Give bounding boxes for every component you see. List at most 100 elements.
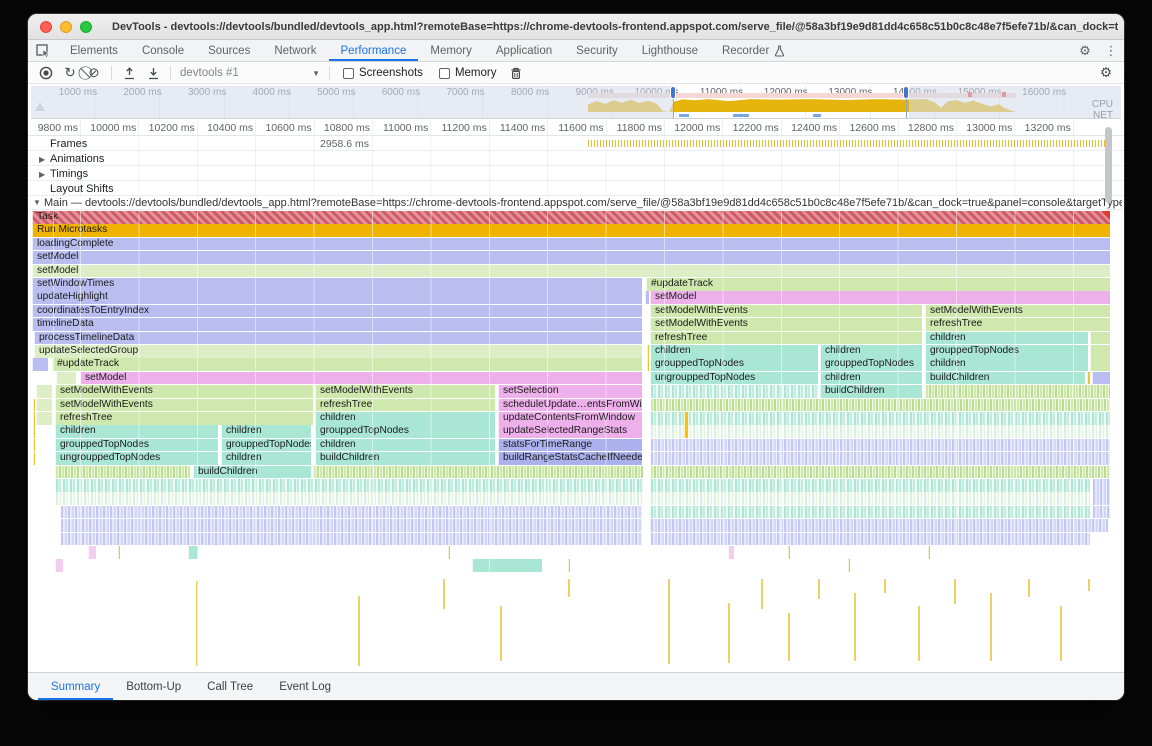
flame-bar[interactable]: children bbox=[221, 452, 311, 465]
flame-segment[interactable] bbox=[650, 385, 818, 398]
flame-segment[interactable] bbox=[60, 505, 642, 519]
flame-segment[interactable] bbox=[55, 492, 643, 505]
memory-checkbox[interactable]: Memory bbox=[438, 67, 496, 79]
flame-bar[interactable]: loadingComplete bbox=[32, 237, 1110, 251]
flame-segment[interactable] bbox=[647, 345, 649, 358]
minimize-window-button[interactable] bbox=[60, 21, 72, 33]
tab-sources[interactable]: Sources bbox=[208, 44, 251, 57]
flame-segment[interactable] bbox=[36, 398, 52, 412]
selection-right-handle[interactable] bbox=[903, 86, 909, 99]
flame-bar[interactable]: buildChildren bbox=[193, 465, 311, 479]
flame-segment[interactable] bbox=[928, 546, 930, 559]
flame-segment[interactable] bbox=[36, 385, 52, 398]
flame-segment[interactable] bbox=[188, 546, 198, 559]
flame-bar[interactable]: grouppedTopNodes bbox=[820, 358, 922, 371]
flame-segment[interactable] bbox=[448, 546, 450, 559]
flame-segment[interactable] bbox=[55, 559, 63, 572]
flame-bar[interactable]: grouppedTopNodes bbox=[925, 345, 1088, 358]
flame-segment[interactable] bbox=[55, 479, 643, 492]
flame-segment[interactable] bbox=[36, 412, 52, 425]
flame-bar[interactable]: refreshTree bbox=[925, 318, 1110, 331]
flame-bar[interactable]: setSelection bbox=[498, 385, 642, 398]
flame-segment[interactable] bbox=[684, 412, 688, 425]
tab-lighthouse[interactable]: Lighthouse bbox=[641, 44, 698, 57]
tab-application[interactable]: Application bbox=[495, 44, 553, 57]
flame-segment[interactable] bbox=[788, 546, 790, 559]
flame-segment[interactable] bbox=[848, 559, 850, 572]
flame-segment[interactable] bbox=[650, 519, 1108, 532]
flame-bar[interactable]: updateHighlight bbox=[32, 291, 642, 304]
flame-bar[interactable]: children bbox=[315, 412, 495, 425]
flame-bar[interactable]: buildChildren bbox=[820, 385, 922, 398]
flame-bar[interactable]: refreshTree bbox=[650, 331, 922, 345]
tab-network[interactable]: Network bbox=[274, 44, 317, 57]
save-profile-icon[interactable] bbox=[141, 63, 165, 83]
flame-segment[interactable] bbox=[1090, 358, 1110, 371]
expand-arrow-icon[interactable]: ▶ bbox=[39, 154, 46, 164]
flame-segment[interactable] bbox=[1090, 331, 1110, 345]
flame-bar[interactable]: children bbox=[650, 345, 818, 358]
tab-security[interactable]: Security bbox=[576, 44, 618, 57]
flame-bar[interactable]: processTimelineData bbox=[34, 331, 642, 345]
flame-bar[interactable]: updateContentsFromWindow bbox=[498, 412, 642, 425]
track-frames[interactable]: Frames 2958.6 ms bbox=[28, 136, 1124, 151]
flame-bar[interactable]: children bbox=[820, 345, 922, 358]
capture-target-select[interactable]: devtools #1 ▼ bbox=[176, 67, 324, 79]
flame-segment[interactable] bbox=[1092, 505, 1110, 519]
flame-segment[interactable] bbox=[645, 291, 649, 304]
flame-segment[interactable] bbox=[728, 546, 734, 559]
flame-segment[interactable] bbox=[33, 438, 35, 452]
settings-gear-icon[interactable]: ⚙ bbox=[1079, 42, 1091, 58]
tab-recorder[interactable]: Recorder bbox=[710, 40, 797, 61]
flame-bar[interactable]: setModelWithEvents bbox=[55, 398, 313, 412]
time-ruler[interactable]: 9800 ms 10000 ms 10200 ms 10400 ms 10600 ms 1… bbox=[28, 120, 1124, 136]
flame-bar[interactable]: grouppedTopNodes bbox=[221, 438, 311, 452]
flame-segment[interactable] bbox=[33, 398, 35, 412]
tab-performance[interactable]: Performance bbox=[329, 40, 419, 61]
vertical-scrollbar-thumb[interactable] bbox=[1105, 127, 1112, 203]
tab-memory[interactable]: Memory bbox=[430, 44, 472, 57]
flame-bar[interactable]: buildChildren bbox=[925, 371, 1085, 385]
screenshots-checkbox[interactable]: Screenshots bbox=[343, 67, 423, 79]
flame-bar[interactable]: updateSelectedRangeStats bbox=[498, 425, 642, 438]
flame-bar[interactable]: children bbox=[820, 371, 922, 385]
flame-segment[interactable] bbox=[313, 465, 643, 479]
flame-bar[interactable]: setModel bbox=[32, 251, 1110, 264]
flame-bar[interactable]: coordinatesToEntryIndex bbox=[32, 304, 642, 318]
flame-bar[interactable]: setModelWithEvents bbox=[315, 385, 495, 398]
flame-segment[interactable] bbox=[925, 385, 1110, 398]
flame-bar[interactable]: #updateTrack bbox=[646, 278, 1110, 291]
flame-segment[interactable] bbox=[684, 425, 688, 438]
inspect-element-icon[interactable] bbox=[28, 40, 58, 61]
flame-chart[interactable]: Task Run Microtasks loadingComplete setMode… bbox=[28, 211, 1124, 672]
expand-arrow-icon[interactable]: ▶ bbox=[39, 169, 46, 179]
flame-bar[interactable]: setModel bbox=[32, 264, 1110, 278]
details-tab-bottom-up[interactable]: Bottom-Up bbox=[126, 680, 182, 693]
flame-segment[interactable] bbox=[650, 505, 1090, 519]
flame-bar[interactable]: refreshTree bbox=[55, 412, 313, 425]
flame-segment[interactable] bbox=[650, 438, 1110, 452]
flame-segment[interactable] bbox=[55, 465, 190, 479]
flame-segment[interactable] bbox=[650, 425, 1110, 438]
zoom-window-button[interactable] bbox=[80, 21, 92, 33]
flame-segment[interactable] bbox=[33, 412, 35, 425]
timeline-overview[interactable]: 1000 ms2000 ms3000 ms4000 ms5000 ms6000 … bbox=[31, 86, 1121, 119]
flame-segment[interactable] bbox=[33, 452, 35, 465]
flame-bar[interactable]: statsForTimeRange bbox=[498, 438, 642, 452]
flame-segment[interactable] bbox=[650, 452, 1110, 465]
clear-button[interactable]: ⃠⊘ bbox=[88, 65, 100, 80]
flame-segment[interactable] bbox=[650, 412, 1110, 425]
flame-bar[interactable]: setModelWithEvents bbox=[650, 318, 922, 331]
flame-bar[interactable]: setWindowTimes bbox=[32, 278, 642, 291]
flame-bar[interactable]: children bbox=[55, 425, 218, 438]
flame-bar[interactable]: children bbox=[315, 438, 495, 452]
flame-segment[interactable] bbox=[650, 398, 1110, 412]
collapse-arrow-icon[interactable]: ▼ bbox=[33, 198, 41, 207]
flame-bar[interactable]: Task bbox=[32, 211, 1110, 224]
load-profile-icon[interactable] bbox=[117, 63, 141, 83]
flame-segment[interactable] bbox=[56, 371, 76, 385]
flame-bar[interactable]: children bbox=[221, 425, 311, 438]
flame-bar[interactable]: setModelWithEvents bbox=[650, 304, 922, 318]
details-tab-call-tree[interactable]: Call Tree bbox=[207, 680, 254, 693]
flame-segment[interactable] bbox=[1092, 479, 1110, 492]
